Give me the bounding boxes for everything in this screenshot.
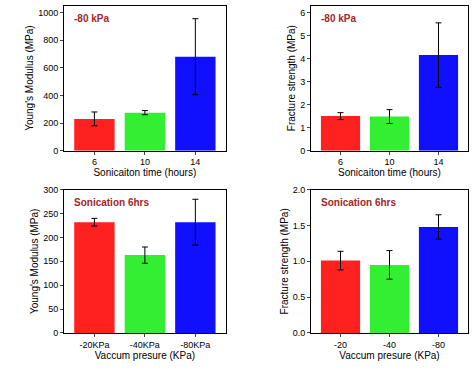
svg-text:-80 kPa: -80 kPa <box>321 13 356 24</box>
svg-text:Vaccum presure (KPa): Vaccum presure (KPa) <box>339 350 439 361</box>
svg-text:600: 600 <box>43 63 58 73</box>
svg-text:800: 800 <box>43 35 58 45</box>
svg-text:0.5: 0.5 <box>293 292 306 302</box>
svg-text:Sonicaiton time (hours): Sonicaiton time (hours) <box>338 167 441 178</box>
svg-text:1.5: 1.5 <box>293 221 306 231</box>
svg-text:200: 200 <box>43 118 58 128</box>
svg-text:3: 3 <box>300 77 305 87</box>
svg-text:1.0: 1.0 <box>293 256 306 266</box>
svg-text:14: 14 <box>190 157 200 167</box>
svg-text:6: 6 <box>338 157 343 167</box>
svg-text:10: 10 <box>384 157 394 167</box>
svg-text:Young's Modulus (MPa): Young's Modulus (MPa) <box>24 25 35 130</box>
svg-text:Sonicaiton time (hours): Sonicaiton time (hours) <box>93 167 196 178</box>
svg-text:Vaccum presure (KPa): Vaccum presure (KPa) <box>95 350 195 361</box>
svg-text:2: 2 <box>300 100 305 110</box>
svg-text:Young's Modulus (MPa): Young's Modulus (MPa) <box>29 209 40 314</box>
svg-text:6: 6 <box>300 8 305 18</box>
svg-text:4: 4 <box>300 54 305 64</box>
svg-text:Sonication 6hrs: Sonication 6hrs <box>74 197 149 208</box>
svg-text:0: 0 <box>300 146 305 156</box>
svg-text:-80: -80 <box>432 340 445 350</box>
svg-text:-80 kPa: -80 kPa <box>74 13 109 24</box>
svg-text:-20: -20 <box>334 340 347 350</box>
svg-text:14: 14 <box>433 157 443 167</box>
svg-text:100: 100 <box>43 280 58 290</box>
svg-text:Fracture strength (MPa): Fracture strength (MPa) <box>286 25 297 131</box>
svg-text:0: 0 <box>53 146 58 156</box>
svg-text:5: 5 <box>300 31 305 41</box>
svg-text:2.0: 2.0 <box>293 185 306 195</box>
svg-text:-20KPa: -20KPa <box>79 340 109 350</box>
svg-text:6: 6 <box>92 157 97 167</box>
svg-text:1: 1 <box>300 123 305 133</box>
svg-text:-80KPa: -80KPa <box>180 340 210 350</box>
svg-text:400: 400 <box>43 91 58 101</box>
svg-text:Fracture strength (MPa): Fracture strength (MPa) <box>279 208 290 314</box>
svg-text:Sonication 6hrs: Sonication 6hrs <box>321 197 396 208</box>
svg-text:1000: 1000 <box>38 8 58 18</box>
svg-text:300: 300 <box>43 185 58 195</box>
svg-text:200: 200 <box>43 233 58 243</box>
svg-text:250: 250 <box>43 209 58 219</box>
svg-text:0.0: 0.0 <box>293 328 306 338</box>
svg-text:10: 10 <box>140 157 150 167</box>
svg-text:-40KPa: -40KPa <box>130 340 160 350</box>
svg-text:150: 150 <box>43 256 58 266</box>
svg-text:50: 50 <box>48 304 58 314</box>
svg-text:-40: -40 <box>383 340 396 350</box>
svg-text:0: 0 <box>53 328 58 338</box>
